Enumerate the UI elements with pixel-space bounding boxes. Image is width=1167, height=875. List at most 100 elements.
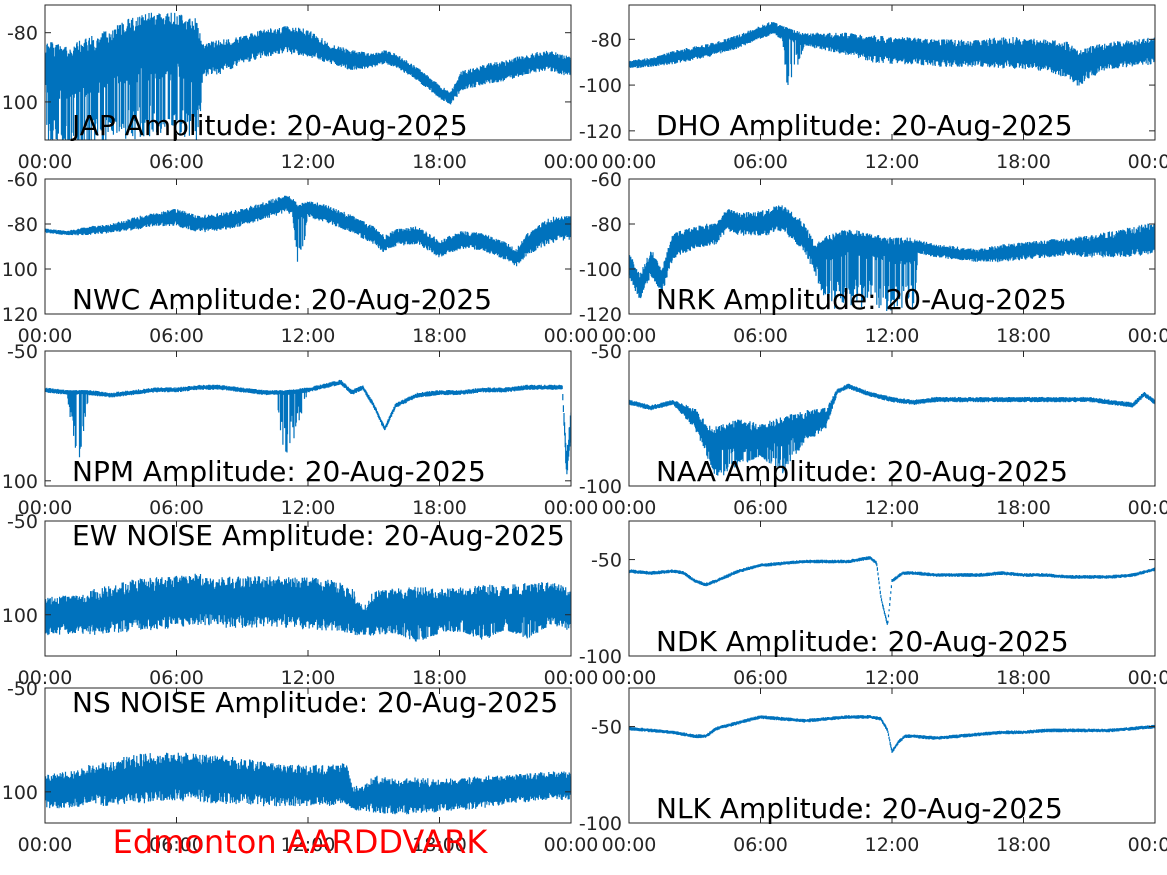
y-tick-label: 120 [2,304,38,326]
y-tick-label: 100 [2,605,38,627]
series-trace [629,22,1155,86]
chart-panel: 00:00 06:00 12:00 18:00 00:00 -50 -100 NAA Ampl… [579,341,1167,519]
panel-title: JAP Amplitude: 20-Aug-2025 [70,109,468,142]
panel-title: DHO Amplitude: 20-Aug-2025 [656,109,1073,142]
x-tick-label: 12:00 [281,497,336,519]
x-tick-label: 00:00 [544,667,599,689]
y-tick-label: -50 [591,341,622,363]
x-tick-label: 12:00 [281,325,336,347]
chart-panel: 00:00 06:00 12:00 18:00 00:00 -50 -100 NDK Ampl… [579,520,1167,689]
y-tick-label: -120 [579,121,622,143]
y-tick-label: -60 [591,169,622,191]
panel-title: NDK Amplitude: 20-Aug-2025 [656,625,1069,658]
x-tick-label: 06:00 [733,497,788,519]
x-tick-label: 00:00 [18,325,73,347]
y-tick-label: -80 [591,214,622,236]
x-tick-label: 00:00 [18,497,73,519]
x-tick-label: 18:00 [996,497,1051,519]
x-tick-label: 12:00 [865,497,920,519]
x-tick-label: 18:00 [412,497,467,519]
y-tick-label: 100 [2,92,38,114]
y-tick-label: -60 [7,169,38,191]
x-tick-label: 06:00 [149,151,204,173]
x-tick-label: 00:00 [544,834,599,856]
series-trace [629,715,1155,753]
y-tick-label: -50 [591,717,622,739]
y-tick-label: -100 [579,476,622,498]
series-trace [45,12,571,140]
x-tick-label: 12:00 [865,667,920,689]
panel-grid: 00:00 06:00 12:00 18:00 00:00 -80 100 JAP Ampli… [2,4,1167,856]
y-tick-label: -50 [7,678,38,700]
x-tick-label: 12:00 [281,834,336,856]
series-trace [45,573,571,642]
x-tick-label: 00:00 [544,151,599,173]
y-tick-label: -100 [579,259,622,281]
x-tick-label: 06:00 [149,325,204,347]
series-trace [629,556,1155,625]
y-tick-label: -120 [579,304,622,326]
x-tick-label: 06:00 [149,667,204,689]
x-tick-label: 00:00 [1128,151,1167,173]
x-tick-label: 06:00 [733,667,788,689]
chart-panel: 00:00 06:00 12:00 18:00 00:00 -50 100 NPM Ampli… [2,341,599,519]
series-trace [629,383,1155,476]
panel-title: NS NOISE Amplitude: 20-Aug-2025 [72,686,558,719]
x-tick-label: 18:00 [412,667,467,689]
chart-panel: 00:00 06:00 12:00 18:00 00:00 -80 -100 -120 DHO … [579,4,1167,173]
x-tick-label: 00:00 [1128,497,1167,519]
panel-title: NPM Amplitude: 20-Aug-2025 [72,455,486,488]
x-tick-label: 00:00 [18,667,73,689]
x-tick-label: 00:00 [602,325,657,347]
x-tick-label: 06:00 [733,151,788,173]
y-tick-label: -50 [7,511,38,533]
panel-title: NRK Amplitude: 20-Aug-2025 [656,283,1067,316]
panel-title: NAA Amplitude: 20-Aug-2025 [656,455,1068,488]
series-trace [45,752,571,815]
x-tick-label: 12:00 [865,325,920,347]
series-trace [45,379,571,475]
chart-panel: 00:00 06:00 12:00 18:00 00:00 -50 -100 NLK Ampl… [579,687,1167,856]
y-tick-label: -80 [7,23,38,45]
chart-panel: 00:00 06:00 12:00 18:00 00:00 -50 100 EW NOISE … [2,511,599,689]
y-tick-label: -50 [591,550,622,572]
x-tick-label: 06:00 [733,834,788,856]
x-tick-label: 06:00 [149,497,204,519]
chart-panel: 00:00 06:00 12:00 18:00 00:00 -60 -80 -100 -120 N… [579,169,1167,347]
series-trace [45,195,571,267]
x-tick-label: 12:00 [281,151,336,173]
x-tick-label: 18:00 [996,667,1051,689]
y-tick-label: -80 [591,29,622,51]
panel-title: NWC Amplitude: 20-Aug-2025 [72,283,492,316]
x-tick-label: 00:00 [602,667,657,689]
x-tick-label: 12:00 [865,834,920,856]
x-tick-label: 12:00 [281,667,336,689]
x-tick-label: 00:00 [602,151,657,173]
chart-panel: 00:00 06:00 12:00 18:00 00:00 -60 -80 100 120 NWC… [2,169,599,347]
x-tick-label: 18:00 [996,151,1051,173]
x-tick-label: 18:00 [996,834,1051,856]
x-tick-label: 00:00 [1128,834,1167,856]
y-tick-label: -100 [579,75,622,97]
panel-title: NLK Amplitude: 20-Aug-2025 [656,792,1063,825]
x-tick-label: 00:00 [18,151,73,173]
y-tick-label: -50 [7,341,38,363]
x-tick-label: 06:00 [733,325,788,347]
panel-title: EW NOISE Amplitude: 20-Aug-2025 [72,519,565,552]
series-trace [629,205,1155,311]
x-tick-label: 00:00 [602,497,657,519]
x-tick-label: 00:00 [18,834,73,856]
y-tick-label: -80 [7,214,38,236]
footer-title: Edmonton AARDDVARK [113,823,489,861]
x-tick-label: 18:00 [412,325,467,347]
x-tick-label: 06:00 [149,834,204,856]
y-tick-label: 100 [2,259,38,281]
x-tick-label: 18:00 [996,325,1051,347]
x-tick-label: 00:00 [1128,667,1167,689]
y-tick-label: 100 [2,782,38,804]
y-tick-label: -100 [579,813,622,835]
x-tick-label: 00:00 [602,834,657,856]
x-tick-label: 18:00 [412,151,467,173]
